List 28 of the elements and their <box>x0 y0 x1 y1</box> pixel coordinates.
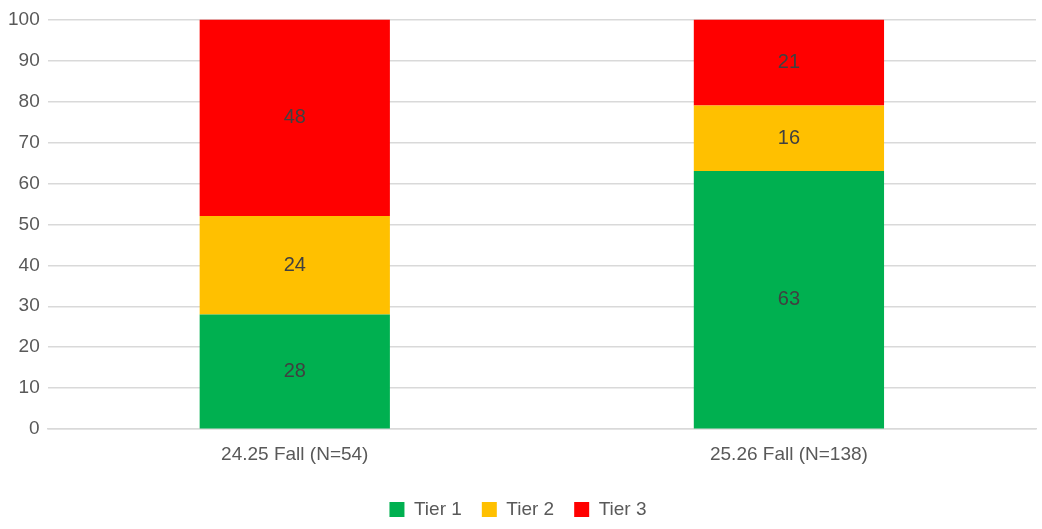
bar <box>693 171 885 429</box>
bar <box>693 19 885 106</box>
y-tick-label: 100 <box>8 7 40 29</box>
y-tick-label: 60 <box>18 171 40 193</box>
x-tick-label: 25.26 Fall (N=138) <box>709 442 868 464</box>
y-tick-label: 30 <box>18 294 40 316</box>
data-label: 21 <box>777 49 801 72</box>
data-label: 63 <box>777 287 801 310</box>
bar <box>199 314 390 429</box>
data-label: 28 <box>283 358 306 381</box>
y-tick-label: 50 <box>18 212 40 234</box>
legend-label: Tier 2 <box>506 497 555 519</box>
bar <box>199 216 390 315</box>
y-tick-label: 40 <box>18 253 40 275</box>
y-tick-label: 10 <box>18 376 40 398</box>
legend-label: Tier 1 <box>413 497 462 519</box>
y-tick-label: 20 <box>18 335 40 357</box>
legend-label: Tier 3 <box>598 497 647 519</box>
bar <box>199 19 390 217</box>
data-label: 48 <box>283 105 306 128</box>
y-tick-label: 90 <box>18 48 40 70</box>
bar <box>693 105 885 172</box>
y-tick-label: 80 <box>18 89 40 111</box>
data-label: 24 <box>283 252 306 275</box>
data-label: 16 <box>777 125 801 148</box>
y-tick-label: 0 <box>29 417 40 439</box>
y-tick-label: 70 <box>18 130 40 152</box>
x-tick-label: 24.25 Fall (N=54) <box>221 442 369 464</box>
